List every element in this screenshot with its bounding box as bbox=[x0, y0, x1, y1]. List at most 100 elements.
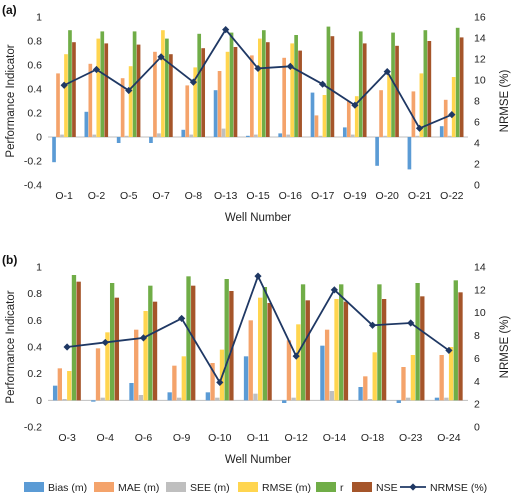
legend-swatch bbox=[238, 482, 258, 492]
panel-2-bar-r bbox=[148, 285, 153, 401]
panel-2-nrmse-marker bbox=[178, 314, 186, 323]
panel-1-x-tick-label: O-8 bbox=[185, 190, 203, 202]
panel-1-bar-see-m bbox=[189, 134, 194, 137]
panel-1-bar-r bbox=[423, 30, 428, 138]
panel-2-bar-r bbox=[339, 284, 344, 401]
panel-2-bar-nse bbox=[114, 297, 120, 401]
panel-1-bar-see-m bbox=[383, 135, 387, 137]
panel-1-bar-nse bbox=[395, 45, 399, 137]
legend-swatch bbox=[352, 482, 372, 492]
panel-1-x-tick-label: O-16 bbox=[279, 190, 303, 202]
panel-2-bar-bias-m bbox=[358, 387, 363, 401]
panel-2-x-tick-label: O-18 bbox=[361, 432, 385, 444]
panel-2-y2-tick-label: 10 bbox=[474, 307, 486, 319]
panel-2-y2-tick-label: 4 bbox=[474, 376, 480, 388]
panel-1-bar-r bbox=[197, 33, 202, 137]
panel-1-x-tick-label: O-5 bbox=[120, 190, 138, 202]
panel-1-bar-mae-m bbox=[88, 63, 93, 137]
panel-2-bar-r bbox=[377, 284, 382, 401]
panel-1-bar-bias-m bbox=[439, 126, 444, 137]
panel-2-bar-bias-m bbox=[52, 385, 58, 401]
panel-1-bar-mae-m bbox=[346, 101, 351, 137]
panel-2-bar-mae-m bbox=[57, 368, 62, 401]
panel-2-bar-bias-m bbox=[243, 356, 249, 401]
panel-1-x-tick-label: O-7 bbox=[152, 190, 170, 202]
panel-2-bar-mae-m bbox=[172, 365, 177, 401]
panel-1-nrmse-marker bbox=[254, 64, 262, 73]
panel-2-y2-tick-label: 2 bbox=[474, 399, 480, 411]
panel-2-bar-nse bbox=[152, 301, 158, 401]
panel-1-x-tick-label: O-13 bbox=[214, 190, 238, 202]
panel-2-bar-rmse-m bbox=[296, 324, 301, 401]
panel-1-bar-bias-m bbox=[116, 137, 121, 143]
panel-2-y2-axis-title: NRMSE (%) bbox=[499, 316, 511, 379]
panel-2-bar-nse bbox=[420, 296, 425, 401]
panel-1-y-axis-title: Performance Indicator bbox=[5, 44, 17, 157]
panel-1-y2-tick-label: 2 bbox=[474, 159, 480, 171]
panel-1-nrmse-marker bbox=[351, 101, 359, 109]
panel-2-y-tick-label: 0.6 bbox=[27, 315, 42, 327]
panel-2-x-tick-label: O-12 bbox=[285, 432, 309, 444]
panel-2-nrmse-marker bbox=[407, 319, 415, 327]
panel-1-bar-nse bbox=[72, 42, 76, 138]
panel-2-y-tick-label: -0.2 bbox=[24, 422, 42, 434]
panel-1-bar-bias-m bbox=[342, 127, 347, 137]
panel-1-y-tick-label: 0.4 bbox=[27, 84, 42, 96]
panel-1-nrmse-marker bbox=[286, 62, 294, 70]
panel-2-x-tick-label: O-10 bbox=[208, 432, 232, 444]
panel-1-y-tick-label: 0.8 bbox=[27, 36, 42, 48]
panel-1-y-tick-label: 0.2 bbox=[27, 108, 42, 120]
panel-2-bar-mae-m bbox=[210, 363, 215, 401]
panel-2-x-tick-label: O-23 bbox=[399, 432, 423, 444]
panel-1-bar-see-m bbox=[415, 135, 420, 137]
panel-2-y2-tick-label: 6 bbox=[474, 353, 480, 365]
panel-2-bar-mae-m bbox=[134, 329, 139, 401]
panel-1-bar-bias-m bbox=[407, 137, 412, 170]
panel-2-bar-nse bbox=[458, 292, 463, 401]
panel-1-x-tick-label: O-21 bbox=[408, 190, 432, 202]
panel-2-bar-bias-m bbox=[434, 397, 440, 401]
panel-2-bar-r bbox=[300, 284, 306, 401]
panel-2-x-tick-label: O-24 bbox=[437, 432, 461, 444]
panel-1-y2-tick-label: 8 bbox=[474, 96, 480, 108]
panel-1-bar-nse bbox=[298, 50, 302, 137]
panel-2-bar-rmse-m bbox=[372, 352, 377, 401]
panel-1-bar-see-m bbox=[92, 134, 97, 137]
legend-label: RMSE (m) bbox=[262, 482, 311, 494]
panel-1-nrmse-marker bbox=[157, 53, 165, 61]
panel-2-y-tick-label: 1 bbox=[36, 262, 42, 274]
legend-label: MAE (m) bbox=[118, 482, 159, 494]
panel-1-x-tick-label: O-20 bbox=[376, 190, 400, 202]
panel-1-y-tick-label: -0.2 bbox=[24, 156, 42, 168]
panel-1-bar-rmse-m bbox=[193, 67, 198, 137]
panel-1-bar-bias-m bbox=[310, 92, 315, 137]
panel-2-y-tick-label: 0 bbox=[36, 395, 42, 407]
panel-2-bar-see-m bbox=[176, 397, 182, 401]
panel-2-bar-mae-m bbox=[439, 355, 444, 401]
panel-2-y2-tick-label: 0 bbox=[474, 422, 480, 434]
panel-1-bar-mae-m bbox=[185, 85, 190, 137]
panel-1-bar-see-m bbox=[447, 135, 452, 137]
panel-2-bar-see-m bbox=[406, 397, 411, 401]
panel-2-bar-mae-m bbox=[324, 329, 330, 401]
panel-1-nrmse-marker bbox=[383, 68, 391, 76]
panel-1-bar-mae-m bbox=[56, 73, 60, 137]
panel-1-bar-bias-m bbox=[84, 111, 89, 137]
panel-2-y-tick-label: 0.8 bbox=[27, 288, 42, 300]
panel-1-bar-bias-m bbox=[213, 90, 218, 137]
panel-1-bar-see-m bbox=[60, 134, 64, 137]
panel-1-bar-nse bbox=[201, 48, 206, 138]
panel-2-bar-rmse-m bbox=[448, 347, 454, 401]
panel-2-nrmse-marker bbox=[216, 378, 224, 387]
panel-2-bar-bias-m bbox=[396, 400, 401, 403]
panel-1-y-tick-label: 1 bbox=[36, 12, 42, 24]
panel-1-bar-mae-m bbox=[443, 99, 448, 137]
panel-2-bar-nse bbox=[76, 281, 81, 401]
panel-2-y-axis-title: Performance Indicator bbox=[5, 290, 17, 403]
legend-label: r bbox=[340, 482, 344, 494]
panel-2-bar-nse bbox=[305, 300, 310, 401]
panel-2-bar-mae-m bbox=[95, 348, 101, 401]
legend-swatch bbox=[24, 482, 44, 492]
panel-2-bar-bias-m bbox=[205, 392, 211, 401]
panel-1-bar-r bbox=[261, 30, 266, 138]
